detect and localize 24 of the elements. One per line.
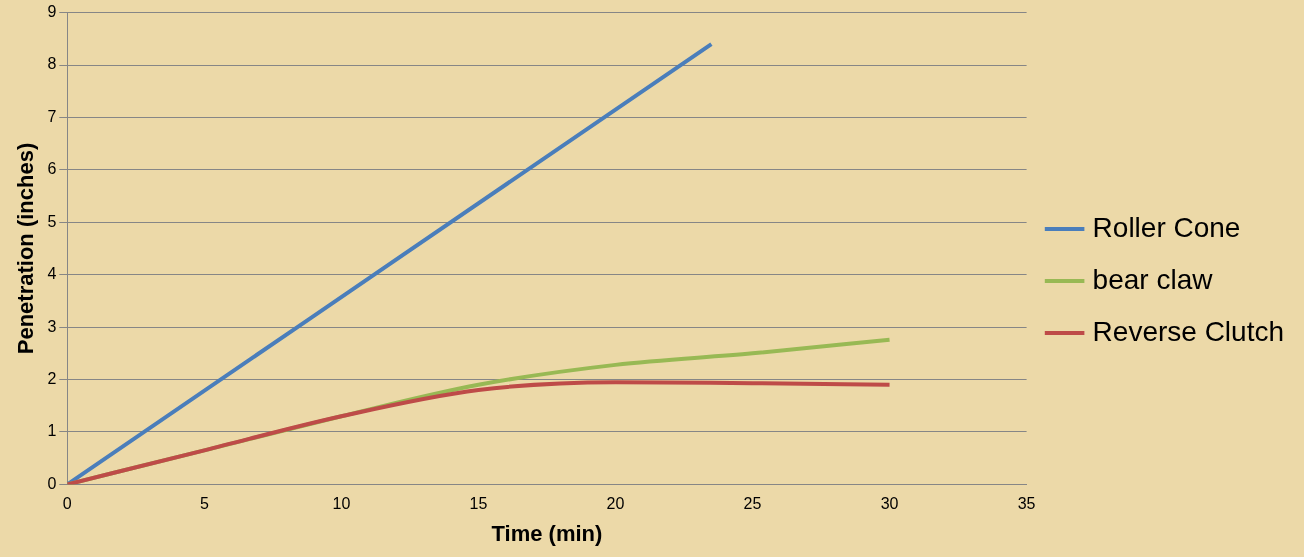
legend-label: Reverse Clutch: [1092, 315, 1284, 347]
y-tick-label: 7: [47, 107, 57, 125]
y-tick-label: 4: [47, 265, 57, 283]
legend-label: bear claw: [1092, 263, 1214, 295]
y-tick-label: 9: [47, 3, 57, 21]
x-tick-label: 5: [199, 495, 209, 513]
y-tick-label: 5: [47, 212, 57, 230]
y-tick-label: 3: [47, 317, 57, 335]
x-tick-label: 10: [332, 495, 351, 513]
x-tick-label: 30: [880, 495, 899, 513]
y-tick-label: 0: [47, 474, 57, 492]
x-tick-label: 15: [469, 495, 488, 513]
x-tick-label: 35: [1017, 495, 1036, 513]
y-tick-label: 8: [47, 55, 57, 73]
x-axis-title: Time (min): [491, 520, 603, 546]
y-axis-title: Penetration (inches): [13, 142, 39, 355]
x-tick-label: 25: [743, 495, 762, 513]
y-tick-label: 2: [47, 369, 57, 387]
line-series: [67, 380, 892, 485]
x-tick-label: 0: [62, 495, 72, 513]
y-tick-label: 6: [47, 160, 57, 178]
legend-label: Roller Cone: [1092, 211, 1241, 243]
x-tick-label: 20: [606, 495, 625, 513]
y-tick-label: 1: [47, 422, 57, 440]
